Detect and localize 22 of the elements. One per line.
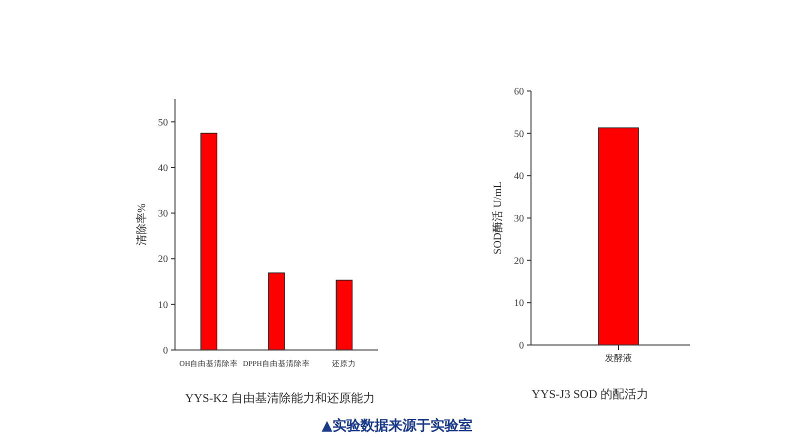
y-tick-label: 40	[158, 162, 168, 174]
y-tick-label: 10	[514, 298, 524, 310]
y-axis-title: SOD酶活 U/mL	[492, 181, 504, 255]
y-tick-label: 60	[514, 86, 524, 98]
y-tick-label: 40	[514, 171, 524, 182]
bar	[268, 272, 285, 350]
text: YYS-K2 自由基清除能力和还原能力	[185, 391, 375, 405]
y-tick-label: 0	[163, 346, 168, 356]
y-tick-label: 0	[519, 340, 524, 352]
y-tick-label: 20	[514, 256, 524, 267]
y-tick-label: 50	[158, 117, 168, 128]
y-tick-label: 30	[514, 214, 524, 224]
x-tick-label: 发酵液	[605, 353, 632, 363]
y-axis-title: 清除率%	[135, 203, 148, 246]
y-tick-label: 20	[158, 254, 168, 266]
bar	[336, 280, 353, 350]
text: ▲实验数据来源于实验室	[322, 417, 472, 434]
bar	[200, 132, 218, 350]
y-tick-label: 50	[514, 128, 524, 140]
y-tick-label: 30	[158, 208, 168, 220]
text: YYS-J3 SOD 的配活力	[532, 387, 648, 401]
y-tick-label: 10	[158, 300, 168, 311]
